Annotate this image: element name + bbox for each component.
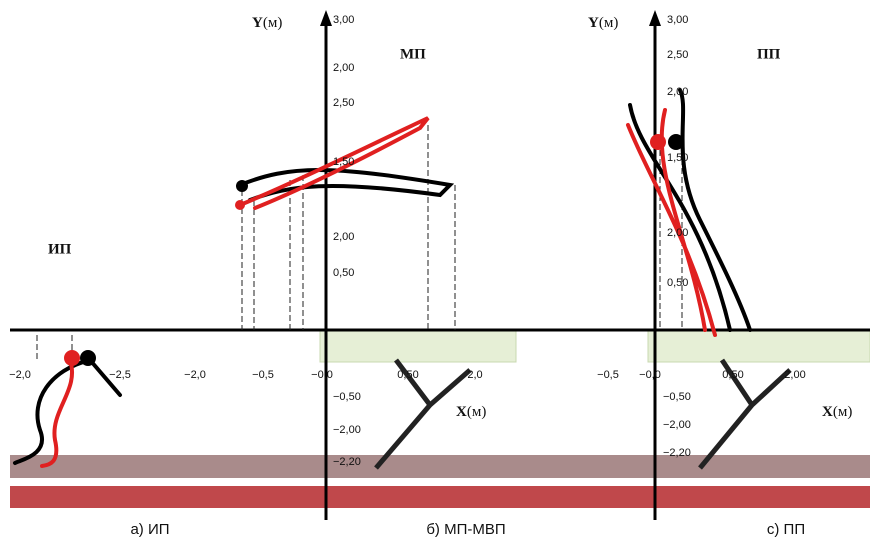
y-tick-label: 2,00	[333, 231, 354, 243]
x-tick-label: 0,50	[397, 369, 418, 381]
y-tick-label: 2,50	[333, 97, 354, 109]
x-tick-label: 2,0	[467, 369, 482, 381]
diagram: МП ИП ПП а) ИП б) МП-МВП с) ПП Y(м)X(м)3…	[0, 0, 870, 541]
x-axis-unit: (м)	[833, 404, 852, 420]
x-tick-label: −0,5	[597, 369, 619, 381]
x-tick-label: −0,0	[639, 369, 661, 381]
y-tick-label: 3,00	[333, 14, 354, 26]
x-axis-title: X(м)	[456, 404, 486, 420]
zone-label: МП	[400, 46, 426, 62]
x-tick-label: −2,5	[109, 369, 131, 381]
x-axis-unit: (м)	[467, 404, 486, 420]
y-tick-label: 1,50	[667, 152, 688, 164]
y-tick-label: 2,50	[667, 49, 688, 61]
zone-label: ИП	[48, 241, 72, 257]
x-tick-label: −2,0	[9, 369, 31, 381]
neg-tick-label: −2,20	[333, 456, 361, 468]
x-tick-label: 0,50	[722, 369, 743, 381]
zone-label: ПП	[757, 46, 781, 62]
caption: с) ПП	[767, 521, 805, 538]
x-tick-label: −0,0	[311, 369, 333, 381]
y-tick-label: 2,00	[333, 62, 354, 74]
y-axis-name: Y	[588, 15, 599, 31]
caption: б) МП-МВП	[426, 521, 505, 538]
x-tick-label: −0,5	[252, 369, 274, 381]
x-axis-name: X	[456, 404, 467, 420]
axis-labels: Y(м)X(м)3,002,002,501,502,000,50−2,0−2,5…	[9, 14, 852, 468]
neg-tick-label: −2,20	[663, 447, 691, 459]
caption: а) ИП	[130, 521, 169, 538]
y-tick-label: 2,00	[667, 86, 688, 98]
neg-tick-label: −0,50	[663, 391, 691, 403]
y-axis-title: Y(м)	[252, 15, 282, 31]
y-tick-label: 3,00	[667, 14, 688, 26]
y-tick-label: 0,50	[667, 277, 688, 289]
y-tick-label: 0,50	[333, 267, 354, 279]
neg-tick-label: −0,50	[333, 391, 361, 403]
x-axis-title: X(м)	[822, 404, 852, 420]
y-axis-title: Y(м)	[588, 15, 618, 31]
x-tick-label: 2,00	[784, 369, 805, 381]
neg-tick-label: −2,00	[333, 424, 361, 436]
neg-tick-label: −2,00	[663, 419, 691, 431]
background	[10, 10, 870, 520]
y-axis-unit: (м)	[599, 15, 618, 31]
x-axis-name: X	[822, 404, 833, 420]
y-axis-name: Y	[252, 15, 263, 31]
y-axis-unit: (м)	[263, 15, 282, 31]
y-tick-label: 2,00	[667, 227, 688, 239]
y-tick-label: 1,50	[333, 156, 354, 168]
x-tick-label: −2,0	[184, 369, 206, 381]
